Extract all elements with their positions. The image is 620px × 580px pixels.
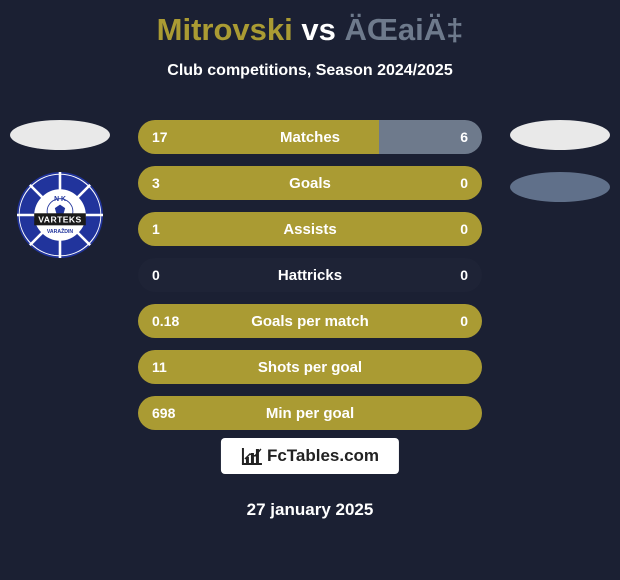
bar-row: 30Goals bbox=[138, 166, 482, 200]
bar-row: 176Matches bbox=[138, 120, 482, 154]
left-ellipse bbox=[10, 120, 110, 150]
brand-text: FcTables.com bbox=[267, 446, 379, 466]
bar-label: Assists bbox=[138, 212, 482, 246]
barchart-icon bbox=[241, 447, 263, 465]
right-ellipse-bottom bbox=[510, 172, 610, 202]
left-column: N K VARTEKS VARAŽDIN bbox=[10, 120, 110, 258]
bar-label: Hattricks bbox=[138, 258, 482, 292]
bar-label: Goals bbox=[138, 166, 482, 200]
brand-badge: FcTables.com bbox=[221, 438, 399, 474]
title-row: Mitrovski vs ÄŒaiÄ‡ bbox=[0, 12, 620, 48]
date-text: 27 january 2025 bbox=[0, 500, 620, 520]
bar-label: Matches bbox=[138, 120, 482, 154]
subtitle: Club competitions, Season 2024/2025 bbox=[0, 62, 620, 80]
bar-row: 698Min per goal bbox=[138, 396, 482, 430]
bar-label: Goals per match bbox=[138, 304, 482, 338]
right-column bbox=[510, 120, 610, 224]
bar-row: 00Hattricks bbox=[138, 258, 482, 292]
svg-text:VARAŽDIN: VARAŽDIN bbox=[47, 227, 74, 235]
right-ellipse-top bbox=[510, 120, 610, 150]
bar-row: 11Shots per goal bbox=[138, 350, 482, 384]
title-vs: vs bbox=[293, 12, 345, 47]
bar-label: Min per goal bbox=[138, 396, 482, 430]
club-logo-varteks: N K VARTEKS VARAŽDIN bbox=[17, 172, 103, 258]
bar-row: 0.180Goals per match bbox=[138, 304, 482, 338]
comparison-bars: 176Matches 30Goals 10Assists 00Hattricks 0.1… bbox=[138, 120, 482, 442]
title-player-left: Mitrovski bbox=[157, 12, 293, 47]
svg-text:VARTEKS: VARTEKS bbox=[38, 215, 81, 225]
svg-text:N K: N K bbox=[54, 196, 66, 203]
bar-row: 10Assists bbox=[138, 212, 482, 246]
bar-label: Shots per goal bbox=[138, 350, 482, 384]
title-player-right: ÄŒaiÄ‡ bbox=[344, 12, 463, 47]
